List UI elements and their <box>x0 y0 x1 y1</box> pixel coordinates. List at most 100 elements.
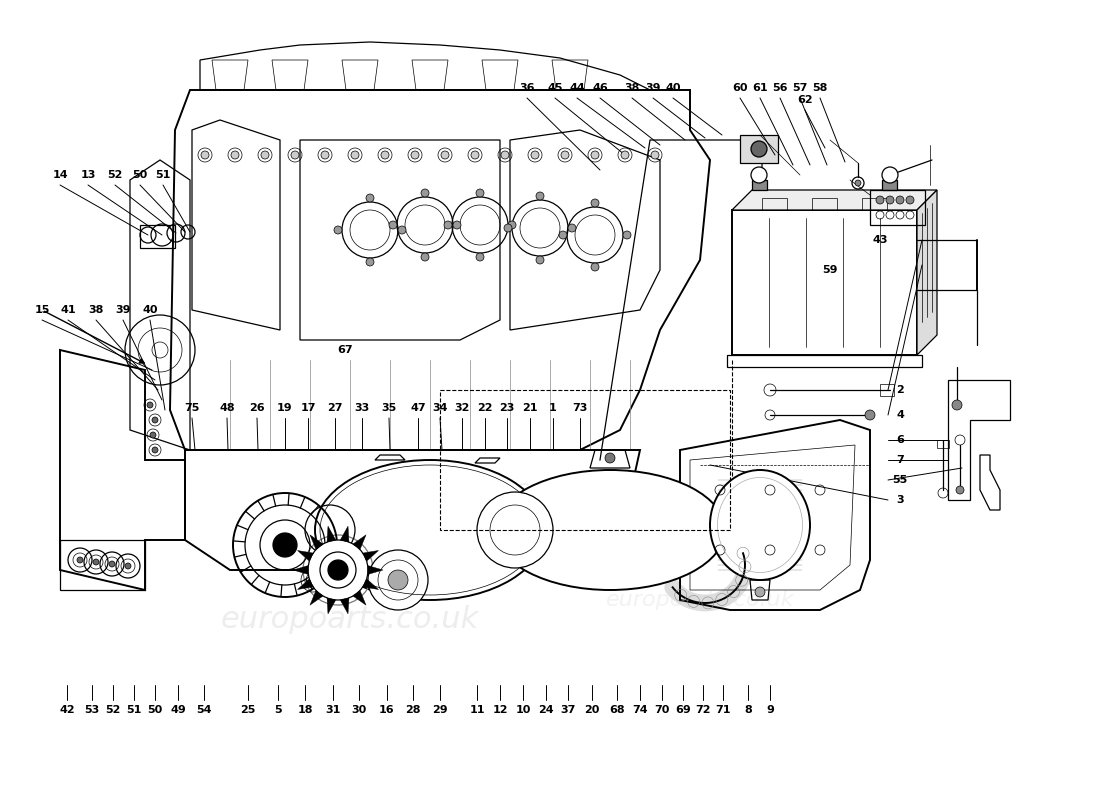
Bar <box>732 210 917 355</box>
Circle shape <box>273 533 297 557</box>
Text: 27: 27 <box>328 403 343 413</box>
Polygon shape <box>293 566 308 574</box>
Circle shape <box>444 221 452 229</box>
Text: 14: 14 <box>52 170 68 180</box>
Ellipse shape <box>315 460 544 600</box>
Text: 69: 69 <box>675 705 691 715</box>
Bar <box>870 190 925 225</box>
Text: 4: 4 <box>896 410 904 420</box>
Bar <box>440 390 730 530</box>
Text: 67: 67 <box>338 345 353 355</box>
Text: 46: 46 <box>592 83 608 93</box>
Text: 13: 13 <box>80 170 96 180</box>
Bar <box>762 198 786 210</box>
Circle shape <box>876 196 884 204</box>
Text: 12: 12 <box>493 705 508 715</box>
Circle shape <box>125 563 131 569</box>
Circle shape <box>591 151 600 159</box>
Text: 1: 1 <box>549 403 557 413</box>
Polygon shape <box>340 526 349 542</box>
Circle shape <box>321 151 329 159</box>
Text: 34: 34 <box>432 403 448 413</box>
Text: 59: 59 <box>823 265 838 275</box>
Text: 68: 68 <box>609 705 625 715</box>
Circle shape <box>508 221 516 229</box>
Text: 35: 35 <box>382 403 397 413</box>
Polygon shape <box>353 535 366 550</box>
Text: 38: 38 <box>88 305 103 315</box>
Circle shape <box>536 256 544 264</box>
Circle shape <box>896 196 904 204</box>
Polygon shape <box>367 566 383 574</box>
Circle shape <box>865 410 874 420</box>
Text: 29: 29 <box>432 705 448 715</box>
Circle shape <box>147 402 153 408</box>
Circle shape <box>568 224 576 232</box>
Text: 20: 20 <box>584 705 600 715</box>
Circle shape <box>421 253 429 261</box>
Text: 36: 36 <box>519 83 535 93</box>
Text: 33: 33 <box>354 403 370 413</box>
Bar <box>862 198 887 210</box>
Text: europoarts.co.uk: europoarts.co.uk <box>394 478 606 502</box>
Circle shape <box>591 263 600 271</box>
Circle shape <box>453 221 461 229</box>
Text: 70: 70 <box>654 705 670 715</box>
Polygon shape <box>363 579 378 590</box>
Polygon shape <box>327 598 336 614</box>
Circle shape <box>261 151 270 159</box>
Text: 51: 51 <box>155 170 170 180</box>
Circle shape <box>621 151 629 159</box>
Text: 45: 45 <box>548 83 563 93</box>
Text: 23: 23 <box>499 403 515 413</box>
Circle shape <box>882 167 898 183</box>
Circle shape <box>952 400 962 410</box>
Polygon shape <box>353 590 366 605</box>
Text: 11: 11 <box>470 705 485 715</box>
Circle shape <box>421 189 429 197</box>
Circle shape <box>956 486 964 494</box>
Text: 40: 40 <box>666 83 681 93</box>
Circle shape <box>755 587 764 597</box>
Polygon shape <box>340 598 349 614</box>
Circle shape <box>388 570 408 590</box>
Circle shape <box>366 258 374 266</box>
Text: 40: 40 <box>142 305 157 315</box>
Text: 5: 5 <box>274 705 282 715</box>
Text: 73: 73 <box>572 403 587 413</box>
Circle shape <box>77 557 82 563</box>
Text: 9: 9 <box>766 705 774 715</box>
Circle shape <box>500 151 509 159</box>
Circle shape <box>152 417 158 423</box>
Circle shape <box>476 253 484 261</box>
Text: 49: 49 <box>170 705 186 715</box>
Circle shape <box>94 559 99 565</box>
Text: 32: 32 <box>454 403 470 413</box>
Circle shape <box>504 224 512 232</box>
Text: 2: 2 <box>896 385 904 395</box>
Text: 52: 52 <box>106 705 121 715</box>
Circle shape <box>411 151 419 159</box>
Circle shape <box>398 226 406 234</box>
Circle shape <box>381 151 389 159</box>
Circle shape <box>855 180 861 186</box>
Text: 75: 75 <box>185 403 200 413</box>
Bar <box>882 180 896 190</box>
Text: europoarts.co.uk: europoarts.co.uk <box>606 590 794 610</box>
Text: 50: 50 <box>132 170 147 180</box>
Text: 43: 43 <box>872 235 888 245</box>
Circle shape <box>308 540 369 600</box>
Circle shape <box>231 151 239 159</box>
Text: 16: 16 <box>379 705 395 715</box>
Circle shape <box>351 151 359 159</box>
Text: 74: 74 <box>632 705 648 715</box>
Circle shape <box>389 221 397 229</box>
Circle shape <box>476 189 484 197</box>
Polygon shape <box>363 550 378 561</box>
Text: 61: 61 <box>752 83 768 93</box>
Circle shape <box>152 447 158 453</box>
Circle shape <box>366 194 374 202</box>
Circle shape <box>561 151 569 159</box>
Bar <box>812 198 837 210</box>
Circle shape <box>906 196 914 204</box>
